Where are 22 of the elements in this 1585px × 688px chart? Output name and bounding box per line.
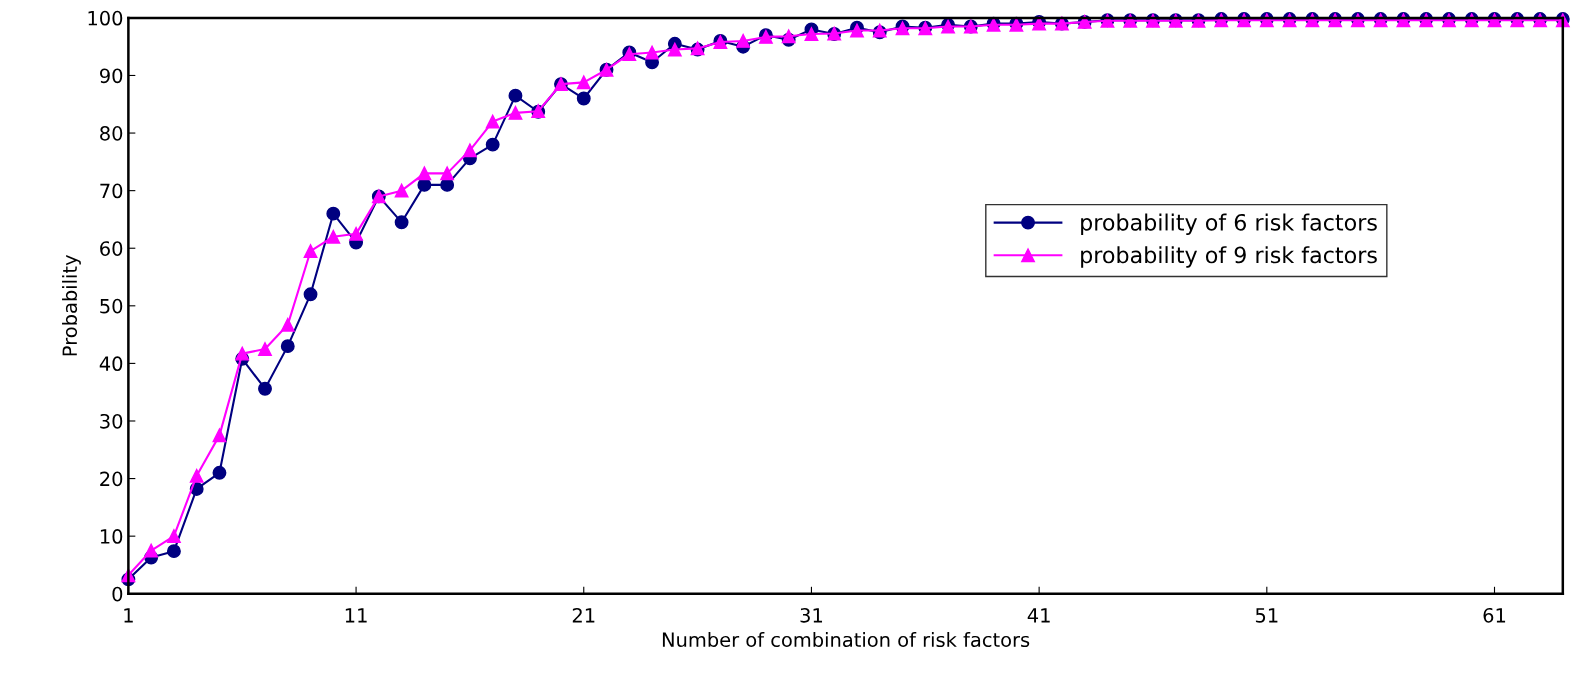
y-tick-label: 30 [100,413,123,429]
y-tick-label: 50 [100,298,123,314]
y-tick-label: 20 [100,471,123,487]
y-tick-label: 40 [99,356,123,372]
y-axis-title: Probability [62,255,81,356]
y-tick-label: 60 [100,241,123,256]
y-tick-label: 70 [100,183,123,199]
x-tick-label: 41 [1027,608,1050,623]
legend-label: probability of 6 risk factors [1081,213,1377,236]
x-tick-label: 51 [1255,608,1278,623]
y-tick-label: 0 [112,586,123,602]
x-tick-label: 21 [572,607,595,623]
x-tick-label: 11 [345,608,367,623]
x-tick-label: 61 [1483,607,1506,623]
x-tick-label: 31 [800,607,823,623]
y-tick-label: 90 [100,68,123,84]
x-tick-label: 1 [124,608,133,623]
y-tick-label: 100 [88,10,123,26]
x-axis-title: Number of combination of risk factors [662,632,1030,648]
legend-label: probability of 9 risk factors [1081,246,1377,268]
y-tick-label: 80 [100,126,123,141]
y-tick-label: 10 [100,529,123,544]
